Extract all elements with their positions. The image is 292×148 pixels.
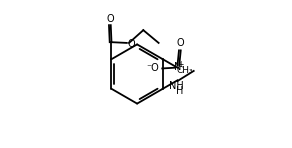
Text: O: O [127,39,135,49]
Text: +: + [178,59,184,69]
Text: CH₃: CH₃ [176,66,193,75]
Text: O: O [176,38,184,49]
Text: H: H [176,86,184,96]
Text: O: O [107,14,114,24]
Text: N: N [174,62,181,72]
Text: NH: NH [169,81,184,91]
Text: ⁻O: ⁻O [146,63,159,73]
